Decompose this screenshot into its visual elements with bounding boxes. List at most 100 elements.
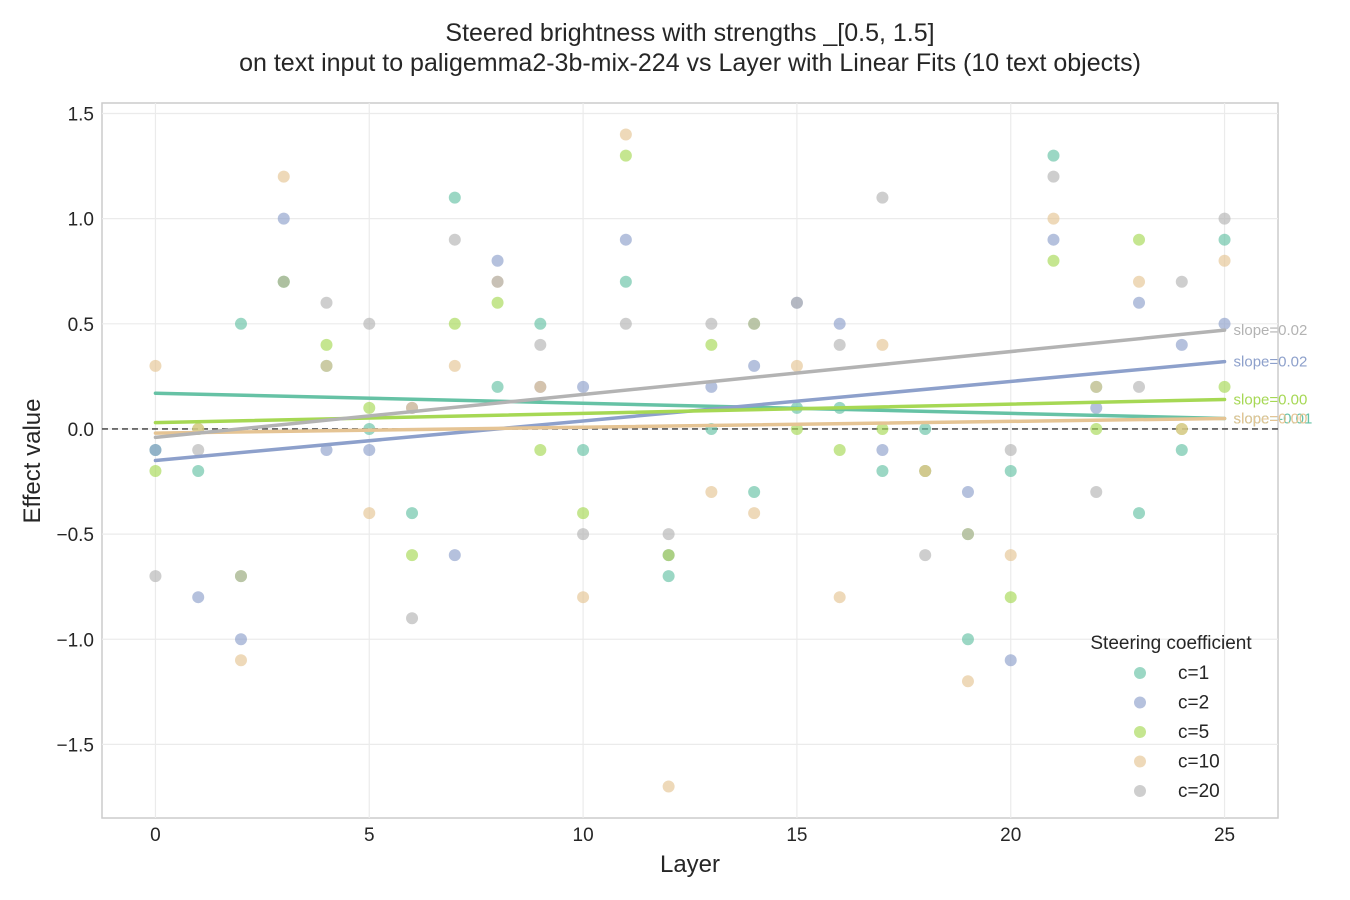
y-tick-label: 0.5 — [68, 315, 94, 336]
data-point — [876, 422, 889, 435]
data-point — [1133, 380, 1146, 393]
data-point — [662, 549, 675, 562]
data-point — [961, 486, 974, 499]
data-point — [534, 443, 547, 456]
data-point — [790, 296, 803, 309]
x-tick-label: 10 — [573, 825, 594, 846]
data-point — [234, 654, 247, 667]
data-point — [1218, 212, 1231, 225]
legend-label: c=10 — [1178, 752, 1220, 773]
data-point — [491, 296, 504, 309]
data-point — [363, 507, 376, 520]
data-point — [876, 191, 889, 204]
data-point — [1047, 254, 1060, 267]
data-point — [192, 591, 205, 604]
y-tick-label: 0.0 — [68, 420, 94, 441]
data-point — [705, 338, 718, 351]
data-point — [1047, 233, 1060, 246]
data-point — [406, 612, 419, 625]
legend-marker — [1134, 785, 1146, 797]
data-point — [577, 507, 590, 520]
data-point — [1133, 507, 1146, 520]
slope-labels: slope=-0.01 slope=0.02 slope=0.00 slope=0.0… — [1234, 322, 1313, 427]
data-point — [320, 443, 333, 456]
data-point — [534, 317, 547, 330]
data-point — [363, 317, 376, 330]
data-point — [961, 675, 974, 688]
data-point — [234, 633, 247, 646]
data-point — [1175, 275, 1188, 288]
data-point — [491, 380, 504, 393]
data-point — [790, 359, 803, 372]
data-point — [833, 591, 846, 604]
chart-subtitle: on text input to paligemma2-3b-mix-224 v… — [239, 49, 1141, 77]
fit-line — [153, 391, 1227, 421]
data-point — [1218, 317, 1231, 330]
slope-label: slope=-0.01 — [1234, 410, 1313, 427]
y-axis-label: Effect value — [19, 399, 46, 524]
data-point — [619, 317, 632, 330]
fit-lines — [153, 328, 1227, 463]
data-point — [619, 275, 632, 288]
chart-title: Steered brightness with strengths _[0.5,… — [445, 19, 934, 47]
fit-line — [153, 416, 1227, 435]
data-point — [1133, 275, 1146, 288]
data-point — [833, 317, 846, 330]
data-point — [234, 570, 247, 583]
slope-label: slope=0.02 — [1234, 322, 1308, 339]
legend-marker — [1134, 755, 1146, 768]
data-point — [448, 549, 461, 562]
data-point — [619, 128, 632, 141]
data-point — [1004, 549, 1017, 562]
data-point — [491, 254, 504, 267]
legend-label: c=5 — [1178, 722, 1209, 743]
data-point — [363, 443, 376, 456]
data-point — [876, 443, 889, 456]
data-point — [363, 401, 376, 414]
fit-line — [153, 328, 1227, 440]
data-point — [320, 359, 333, 372]
data-point — [619, 233, 632, 246]
data-point — [833, 443, 846, 456]
x-tick-label: 0 — [150, 825, 161, 846]
data-point — [234, 317, 247, 330]
legend: Steering coefficient c=1 c=2 c=5 c=10 c=20 — [1090, 633, 1252, 802]
data-point — [876, 465, 889, 478]
data-point — [577, 591, 590, 604]
data-point — [320, 296, 333, 309]
data-point — [1175, 338, 1188, 351]
data-point — [448, 359, 461, 372]
data-point — [149, 359, 162, 372]
data-point — [577, 528, 590, 541]
data-point — [705, 317, 718, 330]
data-point — [491, 275, 504, 288]
data-point — [1090, 401, 1103, 414]
data-point — [1047, 170, 1060, 183]
data-point — [1175, 443, 1188, 456]
x-tick-label: 5 — [364, 825, 375, 846]
data-point — [833, 338, 846, 351]
legend-label: c=20 — [1178, 781, 1220, 802]
data-point — [919, 465, 932, 478]
plot-area — [101, 102, 1279, 819]
data-point — [1004, 654, 1017, 667]
data-point — [448, 191, 461, 204]
data-point — [1218, 233, 1231, 246]
slope-label: slope=0.02 — [1234, 354, 1308, 371]
data-point — [919, 422, 932, 435]
data-point — [705, 380, 718, 393]
x-tick-label: 20 — [1000, 825, 1021, 846]
data-point — [619, 149, 632, 162]
data-point — [1004, 591, 1017, 604]
slope-label: slope=0.00 — [1234, 392, 1308, 409]
legend-title: Steering coefficient — [1090, 633, 1252, 654]
data-point — [406, 549, 419, 562]
data-point — [919, 549, 932, 562]
data-point — [1004, 443, 1017, 456]
data-point — [1133, 296, 1146, 309]
data-point — [961, 528, 974, 541]
x-tick-label: 15 — [786, 825, 807, 846]
data-point — [1090, 380, 1103, 393]
data-point — [1047, 149, 1060, 162]
